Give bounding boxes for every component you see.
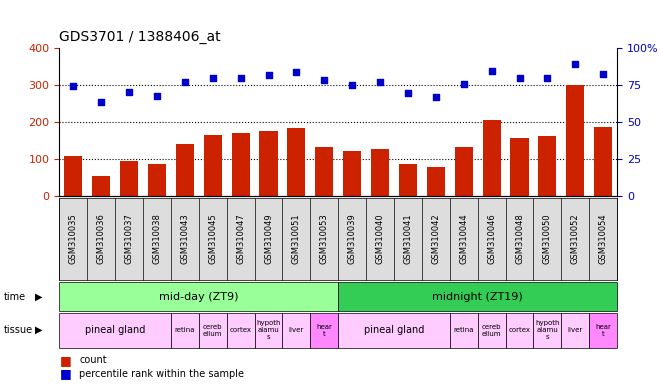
Text: cereb
ellum: cereb ellum — [203, 324, 222, 337]
Text: pineal gland: pineal gland — [364, 325, 424, 335]
Point — [207, 74, 218, 81]
Bar — [204, 135, 222, 196]
Bar — [510, 138, 529, 196]
Bar — [287, 128, 306, 196]
Point — [403, 90, 413, 96]
Text: GSM310053: GSM310053 — [320, 214, 329, 265]
Text: liver: liver — [568, 327, 583, 333]
Point — [514, 75, 525, 81]
Text: retina: retina — [175, 327, 195, 333]
Point — [96, 99, 106, 105]
Point — [152, 93, 162, 99]
Text: GSM310052: GSM310052 — [571, 214, 579, 264]
Bar — [371, 149, 389, 196]
Text: GSM310051: GSM310051 — [292, 214, 301, 264]
Text: cereb
ellum: cereb ellum — [482, 324, 502, 337]
Bar — [399, 164, 417, 196]
Text: cortex: cortex — [230, 327, 251, 333]
Point — [124, 89, 135, 95]
Text: midnight (ZT19): midnight (ZT19) — [432, 291, 523, 302]
Text: percentile rank within the sample: percentile rank within the sample — [79, 369, 244, 379]
Bar — [455, 147, 473, 196]
Text: time: time — [3, 291, 26, 302]
Bar — [482, 121, 501, 196]
Text: GSM310050: GSM310050 — [543, 214, 552, 264]
Bar — [594, 127, 612, 196]
Text: GDS3701 / 1388406_at: GDS3701 / 1388406_at — [59, 30, 221, 44]
Point — [180, 79, 190, 85]
Point — [319, 77, 329, 83]
Text: GSM310038: GSM310038 — [152, 214, 162, 265]
Text: GSM310049: GSM310049 — [264, 214, 273, 264]
Text: hear
t: hear t — [316, 324, 332, 337]
Text: ▶: ▶ — [35, 291, 42, 302]
Bar — [120, 161, 138, 196]
Text: mid-day (ZT9): mid-day (ZT9) — [159, 291, 238, 302]
Text: GSM310054: GSM310054 — [599, 214, 608, 264]
Text: GSM310035: GSM310035 — [69, 214, 78, 265]
Text: GSM310041: GSM310041 — [403, 214, 412, 264]
Text: count: count — [79, 355, 107, 365]
Bar — [64, 156, 82, 196]
Text: GSM310037: GSM310037 — [125, 214, 133, 265]
Point — [291, 69, 302, 75]
Bar — [343, 151, 361, 196]
Text: ▶: ▶ — [35, 325, 42, 335]
Point — [542, 74, 552, 81]
Point — [375, 79, 385, 85]
Point — [570, 60, 581, 66]
Bar — [566, 85, 584, 196]
Text: retina: retina — [453, 327, 474, 333]
Bar — [427, 167, 445, 196]
Text: hypoth
alamu
s: hypoth alamu s — [535, 320, 560, 340]
Text: liver: liver — [289, 327, 304, 333]
Text: hear
t: hear t — [595, 324, 611, 337]
Bar — [259, 131, 278, 196]
Text: GSM310036: GSM310036 — [97, 214, 106, 265]
Bar — [315, 147, 333, 196]
Point — [68, 83, 79, 89]
Text: GSM310045: GSM310045 — [209, 214, 217, 264]
Text: GSM310048: GSM310048 — [515, 214, 524, 265]
Point — [236, 74, 246, 81]
Text: GSM310039: GSM310039 — [348, 214, 356, 265]
Bar — [148, 164, 166, 196]
Text: GSM310044: GSM310044 — [459, 214, 468, 264]
Text: pineal gland: pineal gland — [85, 325, 145, 335]
Text: GSM310040: GSM310040 — [376, 214, 385, 264]
Point — [459, 81, 469, 87]
Point — [347, 82, 358, 88]
Text: GSM310047: GSM310047 — [236, 214, 245, 265]
Point — [430, 94, 441, 100]
Point — [598, 71, 609, 77]
Point — [486, 68, 497, 74]
Text: hypoth
alamu
s: hypoth alamu s — [256, 320, 280, 340]
Bar — [92, 175, 110, 196]
Point — [263, 71, 274, 78]
Text: cortex: cortex — [508, 327, 531, 333]
Bar — [232, 133, 249, 196]
Text: ■: ■ — [59, 367, 71, 381]
Bar — [176, 144, 194, 196]
Text: tissue: tissue — [3, 325, 32, 335]
Text: GSM310042: GSM310042 — [432, 214, 440, 264]
Bar — [539, 136, 556, 196]
Text: GSM310043: GSM310043 — [180, 214, 189, 265]
Text: GSM310046: GSM310046 — [487, 214, 496, 265]
Text: ■: ■ — [59, 354, 71, 367]
